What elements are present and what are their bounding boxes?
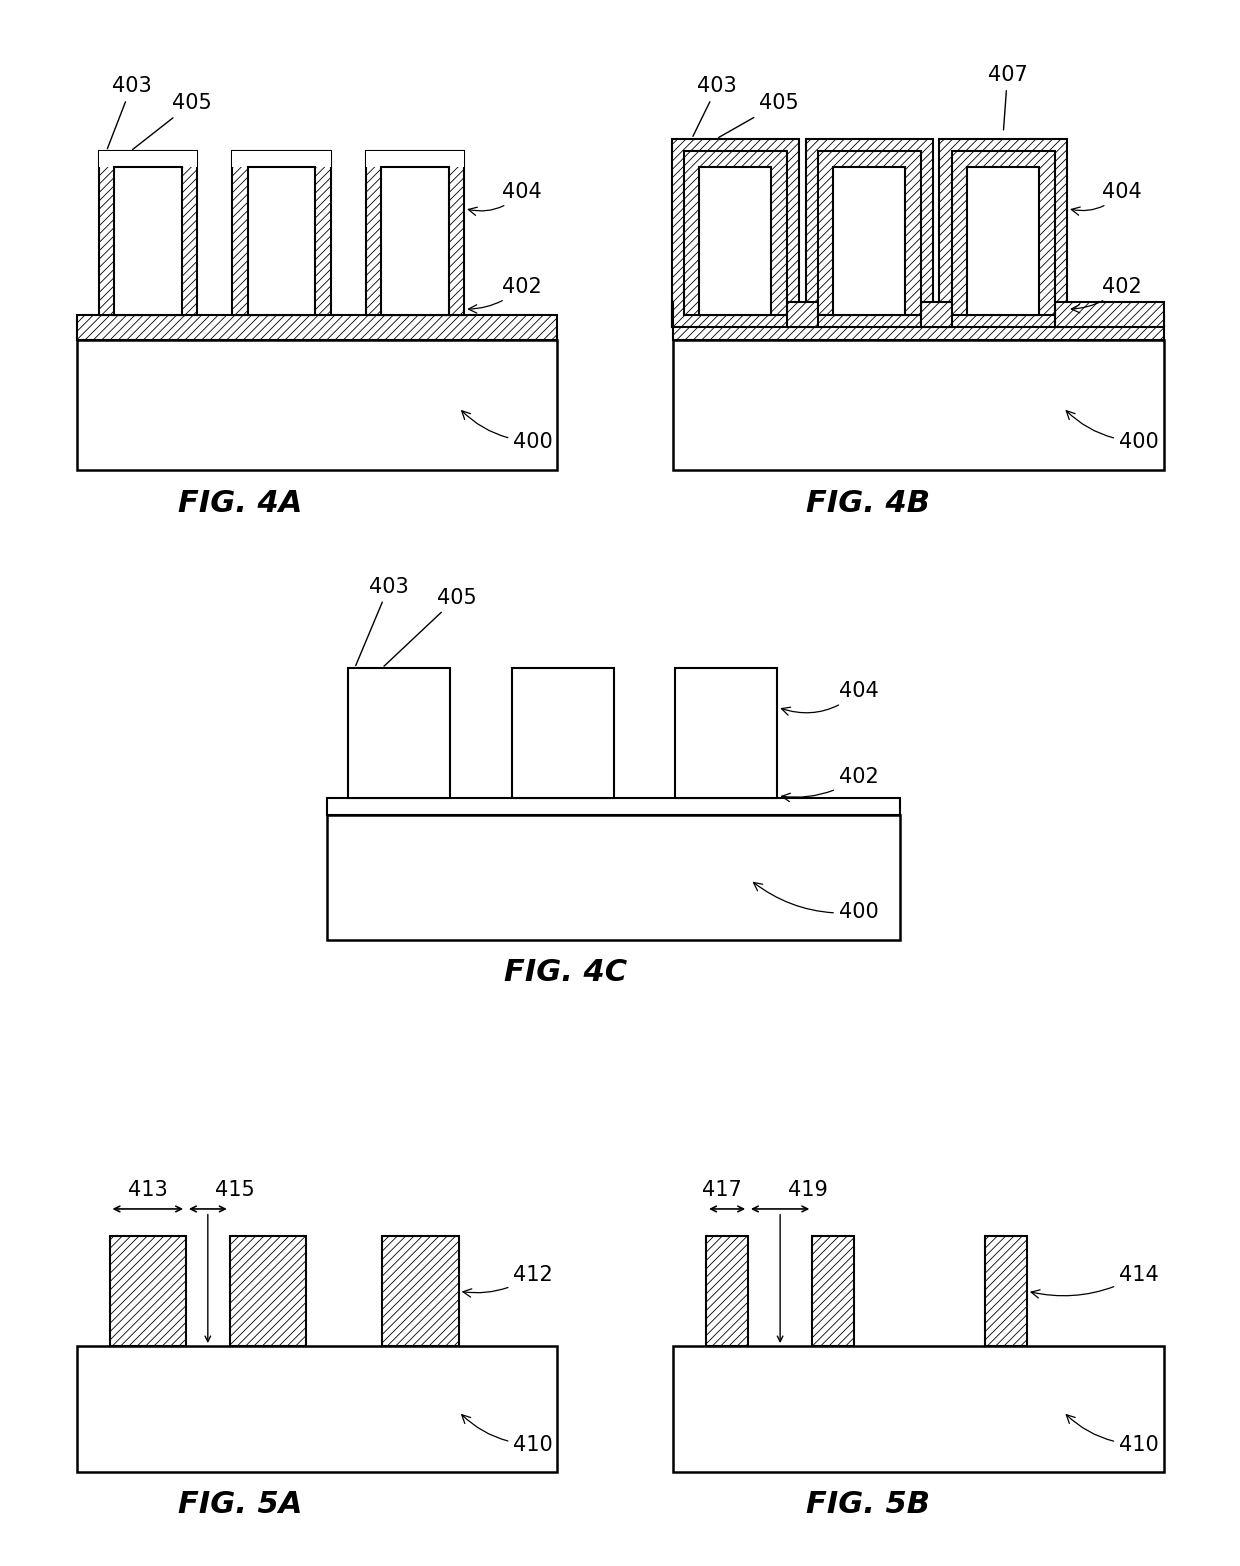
Bar — [1055, 302, 1163, 327]
Text: 412: 412 — [463, 1265, 553, 1297]
Bar — [248, 168, 315, 315]
Text: 415: 415 — [216, 1179, 255, 1200]
Text: 402: 402 — [469, 277, 542, 313]
Text: FIG. 5A: FIG. 5A — [179, 1491, 303, 1519]
Text: 405: 405 — [133, 94, 211, 150]
Bar — [114, 168, 181, 315]
Bar — [986, 1237, 1027, 1345]
Bar — [833, 168, 905, 315]
Bar — [699, 168, 771, 315]
Bar — [672, 340, 1163, 470]
Text: 414: 414 — [1032, 1265, 1159, 1298]
Bar — [940, 139, 1068, 327]
Bar — [327, 799, 900, 814]
Bar — [672, 315, 1163, 340]
Bar — [672, 139, 800, 327]
Bar — [806, 139, 934, 327]
Bar — [232, 152, 331, 168]
Text: 407: 407 — [987, 66, 1028, 130]
Bar — [921, 302, 952, 327]
Bar — [99, 152, 197, 168]
Text: 400: 400 — [1066, 410, 1159, 451]
Bar — [676, 669, 777, 799]
Text: 405: 405 — [384, 587, 477, 666]
Text: FIG. 5B: FIG. 5B — [806, 1491, 930, 1519]
Bar — [366, 152, 464, 315]
Bar — [347, 669, 450, 799]
Bar — [952, 152, 1055, 315]
Bar — [229, 1237, 306, 1345]
Text: 404: 404 — [1071, 182, 1142, 215]
Bar — [684, 152, 787, 315]
Text: 410: 410 — [1066, 1414, 1159, 1455]
Text: 410: 410 — [461, 1414, 553, 1455]
Bar — [327, 814, 900, 940]
Bar — [366, 152, 464, 168]
Text: 403: 403 — [356, 576, 409, 666]
Bar — [699, 168, 771, 315]
Bar — [818, 152, 921, 315]
Bar — [382, 168, 449, 315]
Text: 405: 405 — [719, 94, 799, 138]
Text: FIG. 4B: FIG. 4B — [806, 489, 930, 518]
Bar — [382, 1237, 459, 1345]
Text: 413: 413 — [128, 1179, 167, 1200]
Text: FIG. 4C: FIG. 4C — [505, 958, 627, 987]
Bar — [967, 168, 1039, 315]
Bar — [672, 1345, 1163, 1472]
Bar — [109, 1237, 186, 1345]
Bar — [707, 1237, 748, 1345]
Bar — [77, 1345, 557, 1472]
Bar — [77, 340, 557, 470]
Bar — [99, 152, 197, 315]
Text: 402: 402 — [781, 767, 879, 802]
Bar — [248, 168, 315, 315]
Bar — [77, 315, 557, 340]
Bar — [382, 168, 449, 315]
Text: 400: 400 — [754, 883, 879, 922]
Text: 417: 417 — [702, 1179, 742, 1200]
Text: 403: 403 — [108, 77, 151, 149]
Bar — [511, 669, 614, 799]
Bar — [833, 168, 905, 315]
Bar — [787, 302, 818, 327]
Bar — [114, 168, 181, 315]
Text: 404: 404 — [469, 182, 542, 216]
Text: 400: 400 — [461, 410, 553, 451]
Text: 419: 419 — [789, 1179, 828, 1200]
Text: FIG. 4A: FIG. 4A — [179, 489, 303, 518]
Text: 402: 402 — [1071, 277, 1142, 313]
Text: 403: 403 — [693, 77, 738, 136]
Bar — [967, 168, 1039, 315]
Text: 404: 404 — [781, 681, 879, 716]
Bar — [812, 1237, 854, 1345]
Bar — [232, 152, 331, 315]
